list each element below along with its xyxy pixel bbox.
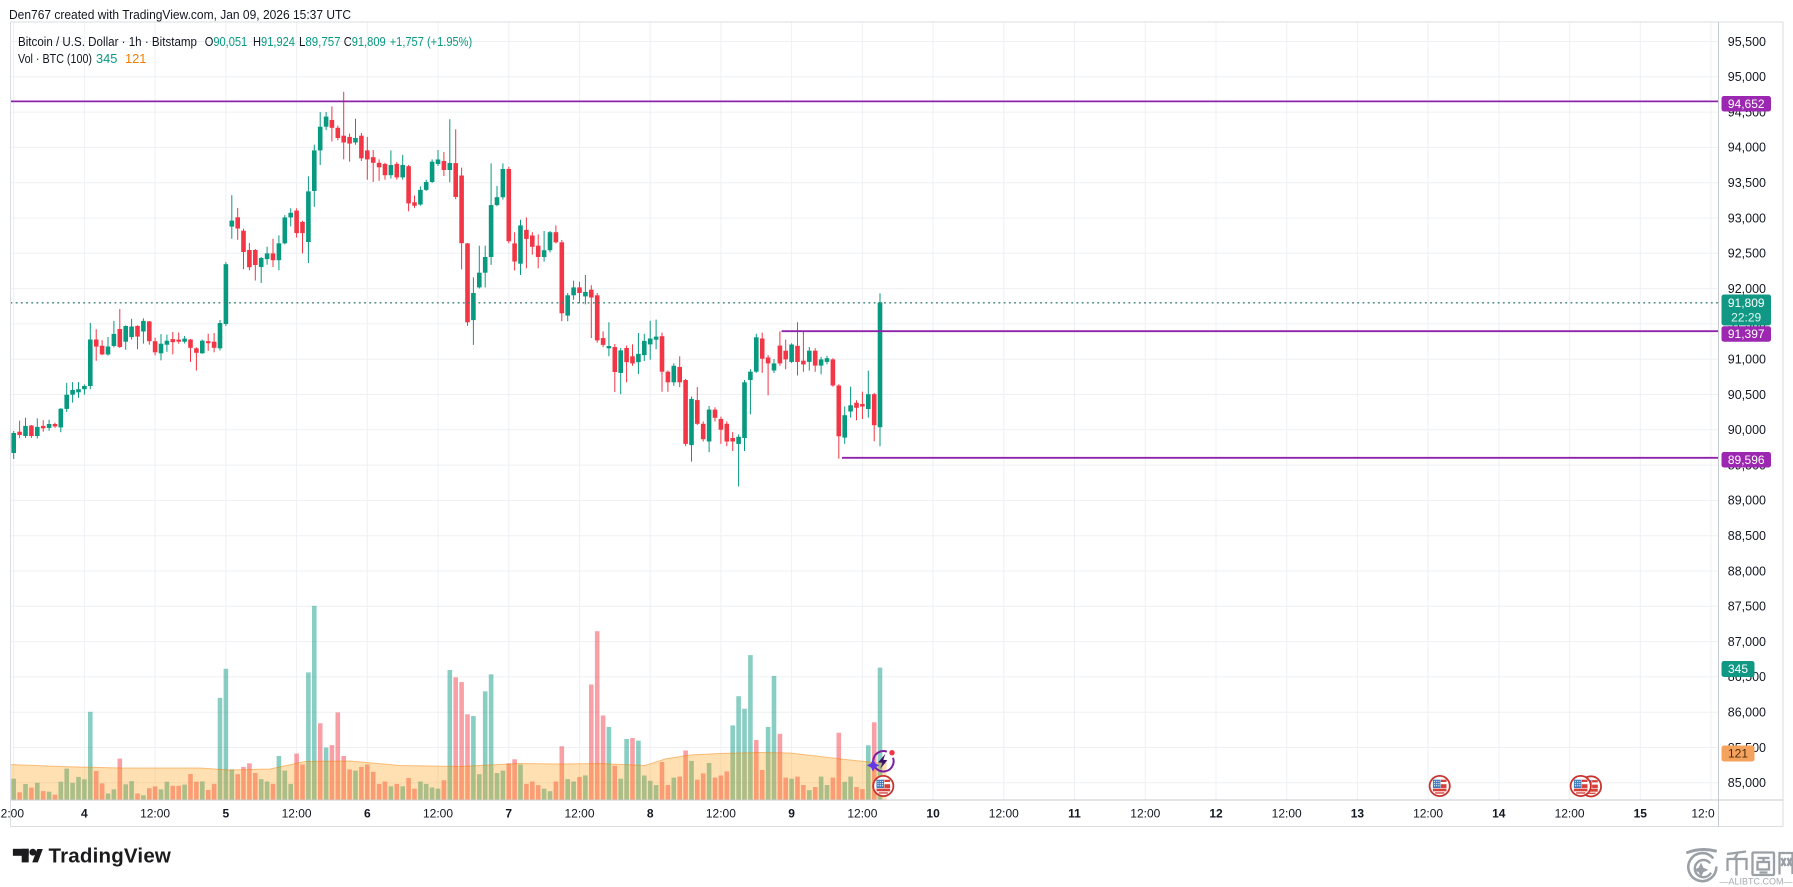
svg-text:9: 9 (788, 807, 795, 821)
svg-text:H91,924: H91,924 (253, 34, 295, 49)
svg-text:85,000: 85,000 (1728, 776, 1766, 790)
svg-text:6: 6 (364, 807, 371, 821)
svg-text:88,000: 88,000 (1728, 564, 1766, 578)
svg-text:89,000: 89,000 (1728, 494, 1766, 508)
svg-text:95,500: 95,500 (1728, 35, 1766, 49)
svg-text:14: 14 (1492, 807, 1506, 821)
svg-text:7: 7 (505, 807, 512, 821)
svg-text:91,397: 91,397 (1728, 327, 1765, 341)
svg-text:12:00: 12:00 (847, 807, 877, 821)
svg-text:95,000: 95,000 (1728, 70, 1766, 84)
svg-text:C91,809: C91,809 (344, 34, 386, 49)
svg-text:88,500: 88,500 (1728, 529, 1766, 543)
svg-text:12:00: 12:00 (140, 807, 170, 821)
svg-text:12: 12 (1209, 807, 1223, 821)
svg-text:Den767 created with TradingVie: Den767 created with TradingView.com, Jan… (9, 7, 351, 22)
svg-text:TradingView: TradingView (49, 845, 172, 868)
svg-text:92,500: 92,500 (1728, 247, 1766, 261)
svg-text:91,000: 91,000 (1728, 353, 1766, 367)
svg-text:12:00: 12:00 (282, 807, 312, 821)
svg-text:Vol · BTC (100): Vol · BTC (100) (18, 51, 92, 66)
svg-text:L89,757: L89,757 (299, 34, 341, 49)
svg-text:93,000: 93,000 (1728, 211, 1766, 225)
svg-text:11: 11 (1068, 807, 1081, 821)
svg-text:94,652: 94,652 (1728, 97, 1765, 111)
svg-text:13: 13 (1351, 807, 1365, 821)
svg-text:89,596: 89,596 (1728, 453, 1765, 467)
svg-text:Bitcoin / U.S. Dollar · 1h · B: Bitcoin / U.S. Dollar · 1h · Bitstamp (18, 34, 197, 49)
svg-text:12:00: 12:00 (1272, 807, 1302, 821)
svg-text:90,500: 90,500 (1728, 388, 1766, 402)
svg-text:4: 4 (81, 807, 88, 821)
svg-text:345: 345 (96, 51, 117, 66)
svg-text:12:00: 12:00 (1130, 807, 1160, 821)
svg-text:90,000: 90,000 (1728, 423, 1766, 437)
svg-text:O90,051: O90,051 (205, 34, 248, 49)
svg-text:121: 121 (1728, 747, 1748, 761)
svg-text:345: 345 (1728, 662, 1748, 676)
svg-text:15: 15 (1634, 807, 1648, 821)
svg-text:94,000: 94,000 (1728, 141, 1766, 155)
svg-text:5: 5 (222, 807, 229, 821)
svg-text:87,500: 87,500 (1728, 600, 1766, 614)
svg-text:12:00: 12:00 (706, 807, 736, 821)
svg-text:12:0: 12:0 (1691, 807, 1715, 821)
svg-text:—ALIBTC.COM—: —ALIBTC.COM— (1719, 877, 1792, 887)
svg-text:87,000: 87,000 (1728, 635, 1766, 649)
svg-text:12:00: 12:00 (989, 807, 1019, 821)
svg-text:22:29: 22:29 (1731, 310, 1761, 324)
svg-text:12:00: 12:00 (564, 807, 594, 821)
svg-text:12:00: 12:00 (0, 807, 24, 821)
svg-text:93,500: 93,500 (1728, 176, 1766, 190)
svg-text:91,809: 91,809 (1728, 296, 1765, 310)
svg-text:+1,757 (+1.95%): +1,757 (+1.95%) (390, 34, 473, 49)
svg-text:10: 10 (926, 807, 940, 821)
svg-text:86,000: 86,000 (1728, 706, 1766, 720)
svg-text:12:00: 12:00 (1555, 807, 1585, 821)
svg-text:12:00: 12:00 (1413, 807, 1443, 821)
svg-text:92,000: 92,000 (1728, 282, 1766, 296)
svg-text:121: 121 (125, 51, 146, 66)
svg-text:8: 8 (647, 807, 654, 821)
svg-text:12:00: 12:00 (423, 807, 453, 821)
